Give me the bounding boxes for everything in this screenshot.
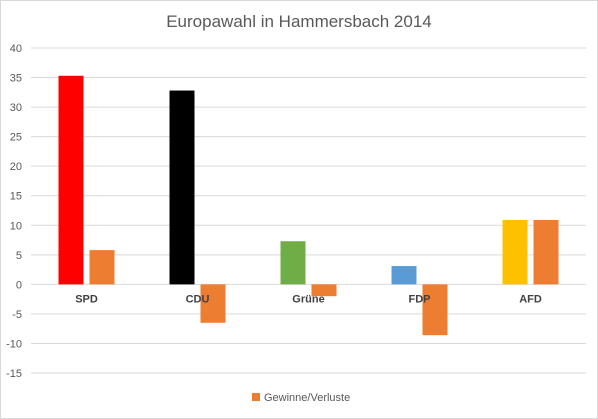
bar-change-gruene [311,284,337,297]
y-tick-label-40: 40 [10,43,22,55]
legend-swatch-gewinne-verluste [252,393,260,401]
x-tick-label-spd: SPD [75,293,98,305]
x-tick-label-afd: AFD [519,293,542,305]
x-tick-label-gruene: Grüne [292,293,324,305]
bar-result-spd [58,75,84,285]
bar-result-fdp [391,266,417,285]
bar-result-afd [502,219,528,285]
bar-change-afd [533,219,559,285]
chart-title: Europawahl in Hammersbach 2014 [166,12,432,31]
y-tick-label-neg15: -15 [6,368,22,380]
bar-result-cdu [169,90,195,285]
bar-result-gruene [280,241,306,285]
x-tick-label-fdp: FDP [409,293,431,305]
bar-change-spd [89,250,115,285]
y-tick-label-neg10: -10 [6,338,22,350]
y-tick-label-20: 20 [10,161,22,173]
y-tick-label-15: 15 [10,191,22,203]
y-tick-label-35: 35 [10,73,22,85]
bars [58,75,559,336]
x-axis-labels: SPD CDU Grüne FDP AFD [75,293,542,305]
legend-label-gewinne-verluste: Gewinne/Verluste [264,392,350,404]
y-tick-label-25: 25 [10,132,22,144]
y-tick-label-neg5: -5 [12,309,22,321]
legend: Gewinne/Verluste [252,392,350,404]
y-tick-label-0: 0 [16,279,22,291]
bar-change-fdp [422,284,448,336]
bar-change-cdu [200,284,226,323]
y-tick-label-10: 10 [10,220,22,232]
y-axis-ticks: 40 35 30 25 20 15 10 5 0 -5 -10 -15 [6,43,22,380]
y-tick-label-30: 30 [10,102,22,114]
x-tick-label-cdu: CDU [186,293,210,305]
gridlines [31,47,586,374]
y-tick-label-5: 5 [16,250,22,262]
